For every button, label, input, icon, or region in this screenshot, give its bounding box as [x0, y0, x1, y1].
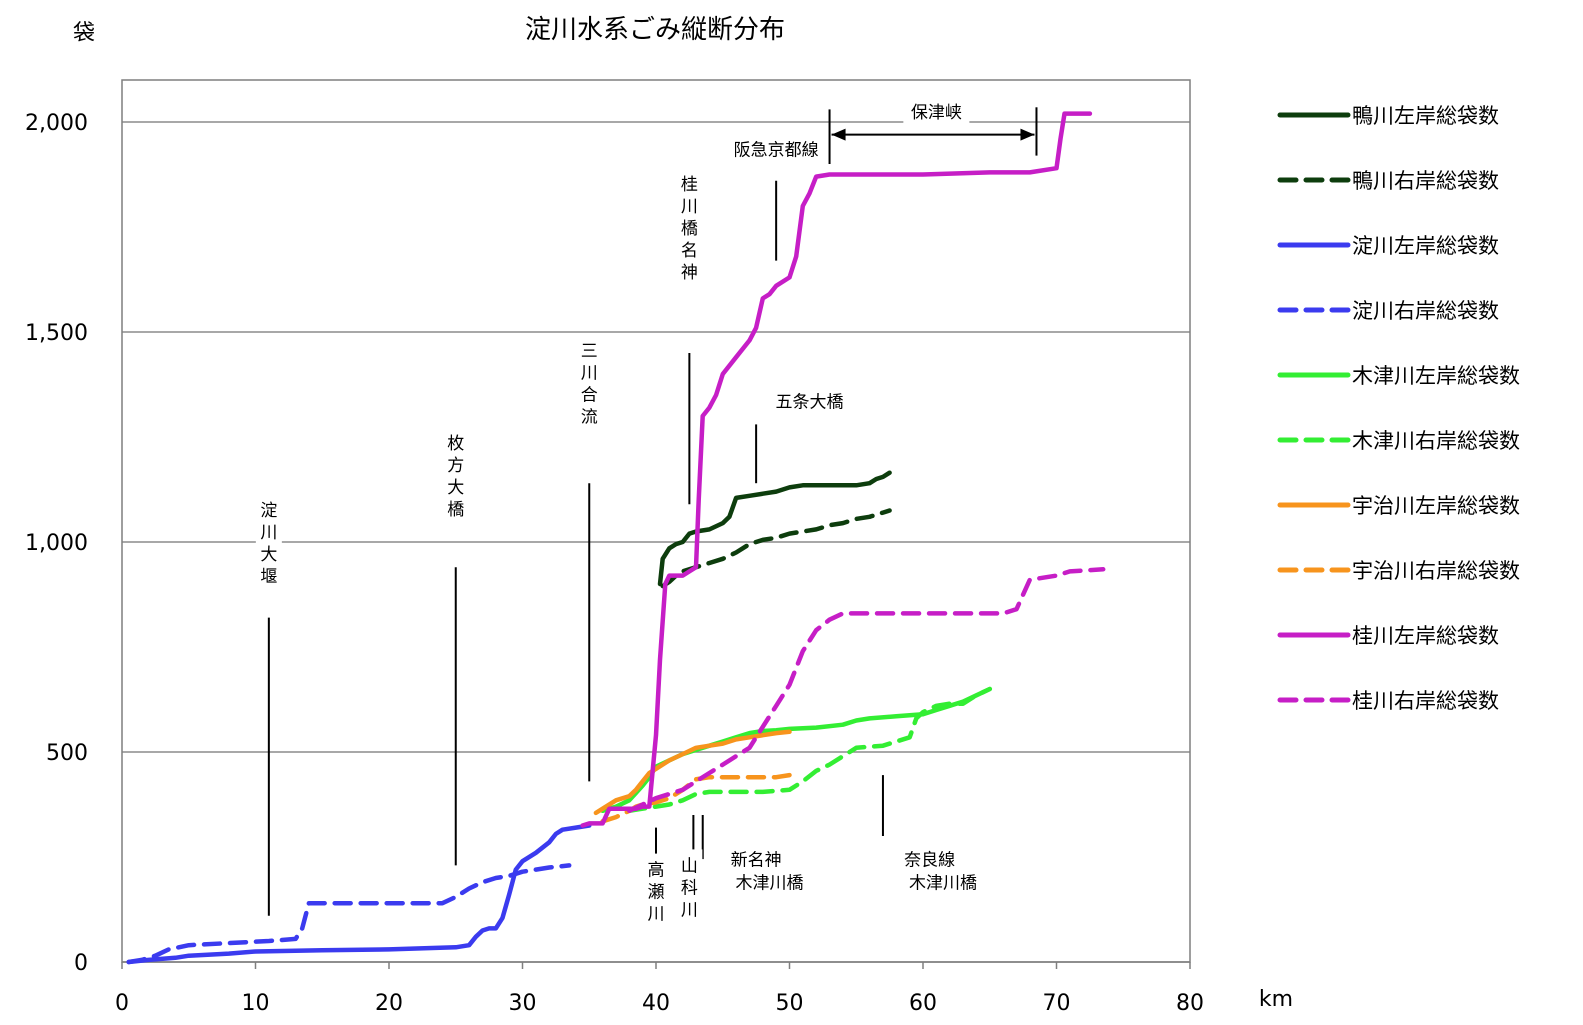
annotation-bg [896, 849, 963, 872]
span-arrow-head-right [1020, 128, 1035, 141]
series-line [657, 470, 892, 587]
y-tick-label: 2,000 [25, 111, 88, 136]
x-tick-label: 0 [115, 991, 129, 1016]
legend-label: 桂川左岸総袋数 [1352, 624, 1499, 648]
series-line [627, 567, 1106, 814]
legend: 鴨川左岸総袋数鴨川右岸総袋数淀川左岸総袋数淀川右岸総袋数木津川左岸総袋数木津川右… [1277, 104, 1520, 713]
annotation-char: 流 [581, 407, 598, 427]
y-tick-labels: 0 500 1,000 1,500 2,000 [25, 111, 88, 976]
x-tick-label: 80 [1176, 991, 1204, 1016]
y-tick-label: 0 [74, 951, 88, 976]
legend-label: 淀川左岸総袋数 [1352, 234, 1499, 258]
annotation-char: 山 [681, 856, 698, 876]
annotation-char: 川 [648, 905, 665, 925]
y-tick-label: 1,500 [25, 321, 88, 346]
x-tick-label: 60 [909, 991, 937, 1016]
x-tick-label: 10 [242, 991, 270, 1016]
legend-label: 鴨川右岸総袋数 [1352, 169, 1499, 193]
legend-label: 淀川右岸総袋数 [1352, 299, 1499, 323]
annotation-bg [643, 853, 669, 928]
x-tick-label: 40 [642, 991, 670, 1016]
legend-label: 木津川右岸総袋数 [1352, 429, 1520, 453]
series-line [660, 508, 892, 589]
series-lines [126, 111, 1106, 965]
annotation-char: 桂 [681, 175, 698, 195]
annotation-bg [767, 391, 852, 414]
annotation-char: 方 [447, 456, 464, 476]
legend-label: 鴨川左岸総袋数 [1352, 104, 1499, 128]
span-arrow-head-left [831, 128, 846, 141]
series-line [627, 686, 993, 814]
annotation-char: 川 [260, 523, 277, 543]
annotation-char: 科 [681, 878, 698, 898]
annotation-char: 橋 [447, 500, 464, 520]
annotation-char: 堰 [260, 567, 277, 587]
annotation-label: 保津峡 [911, 103, 962, 123]
annotation-bg [442, 426, 469, 523]
series-line [580, 111, 1093, 828]
annotation-char: 瀬 [648, 883, 665, 903]
legend-label: 桂川右岸総袋数 [1352, 689, 1499, 713]
annotation-label: 木津川橋 [909, 874, 977, 894]
annotation-char: 名 [681, 241, 698, 261]
annotation-bg [676, 849, 703, 924]
annotation-char: 淀 [260, 501, 277, 521]
annotation-label: 新名神 [731, 850, 782, 870]
annotation-char: 橋 [681, 219, 698, 239]
series-line [126, 863, 572, 965]
y-tick-label: 1,000 [25, 531, 88, 556]
y-tick-label: 500 [46, 741, 88, 766]
x-tick-label: 70 [1043, 991, 1071, 1016]
annotation-bg [576, 334, 603, 431]
annotation-bg [901, 872, 986, 895]
y-axis-unit: 袋 [73, 21, 95, 46]
annotation-char: 大 [447, 478, 464, 498]
annotation-bg [255, 494, 282, 590]
chart-title: 淀川水系ごみ縦断分布 [525, 15, 785, 45]
annotation-char: 川 [681, 900, 698, 920]
annotation-bg [725, 139, 828, 162]
series-line [126, 823, 592, 965]
legend-label: 宇治川右岸総袋数 [1352, 559, 1520, 583]
legend-label: 宇治川左岸総袋数 [1352, 494, 1520, 518]
legend-label: 木津川左岸総袋数 [1352, 364, 1520, 388]
x-axis-unit: km [1259, 987, 1293, 1012]
annotation-label: 奈良線 [904, 850, 955, 870]
x-tick-labels: 0 10 20 30 40 50 60 70 80 [115, 962, 1204, 1016]
x-tick-label: 50 [776, 991, 804, 1016]
annotation-bg [676, 168, 703, 286]
series-line [593, 729, 792, 816]
annotation-bg [903, 101, 970, 124]
annotation-bg [727, 872, 812, 895]
annotation-char: 三 [581, 341, 598, 361]
annotation-char: 枚 [447, 434, 464, 454]
annotation-char: 大 [260, 545, 277, 565]
x-tick-label: 20 [375, 991, 403, 1016]
annotations: 淀川大堰枚方大橋三川合流桂川橋名神阪急京都線五条大橋保津峡高瀬川山科川新名神木津… [255, 101, 986, 928]
annotation-char: 川 [581, 363, 598, 383]
annotation-bg [723, 849, 790, 872]
annotation-char: 川 [681, 197, 698, 217]
annotation-char: 高 [648, 861, 665, 881]
x-tick-label: 30 [509, 991, 537, 1016]
annotation-label: 五条大橋 [776, 393, 844, 413]
annotation-label: 木津川橋 [735, 874, 803, 894]
annotation-label: 阪急京都線 [734, 141, 819, 161]
annotation-char: 神 [681, 263, 698, 283]
annotation-char: 合 [581, 385, 598, 405]
